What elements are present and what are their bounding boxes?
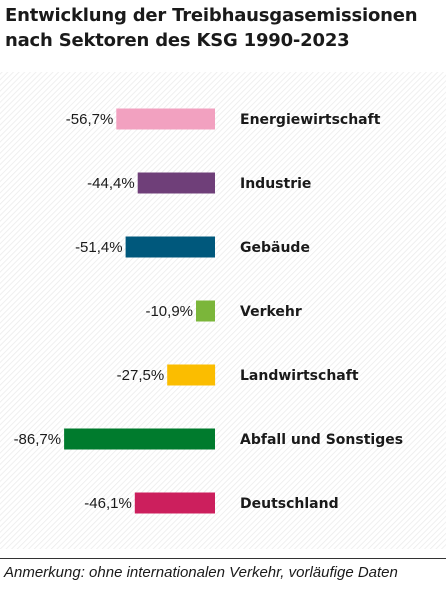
bar-6 [134, 492, 215, 514]
bar-2 [125, 236, 215, 258]
category-label-1: Industrie [240, 176, 311, 192]
bar-1 [137, 172, 215, 194]
category-label-0: Energiewirtschaft [240, 112, 381, 128]
value-label-5: -86,7% [14, 431, 62, 448]
bar-0 [116, 108, 215, 130]
chart-title: Entwicklung der Treibhausgasemissionen n… [5, 3, 441, 53]
chart-title-line-1: Entwicklung der Treibhausgasemissionen [5, 5, 418, 26]
value-label-0: -56,7% [66, 111, 114, 128]
value-label-3: -10,9% [145, 303, 193, 320]
bar-3 [196, 300, 215, 322]
note-divider [0, 558, 446, 559]
plot-background [0, 72, 446, 549]
value-label-6: -46,1% [84, 495, 132, 512]
category-label-5: Abfall und Sonstiges [240, 432, 403, 448]
value-label-4: -27,5% [117, 367, 165, 384]
category-label-4: Landwirtschaft [240, 368, 359, 384]
footnote: Anmerkung: ohne internationalen Verkehr,… [4, 564, 398, 581]
category-label-3: Verkehr [240, 304, 302, 320]
bar-5 [64, 428, 215, 450]
value-label-1: -44,4% [87, 175, 135, 192]
chart-title-line-2: nach Sektoren des KSG 1990-2023 [5, 30, 350, 51]
category-label-2: Gebäude [240, 240, 310, 256]
category-label-6: Deutschland [240, 496, 339, 512]
bar-4 [167, 364, 216, 386]
value-label-2: -51,4% [75, 239, 123, 256]
